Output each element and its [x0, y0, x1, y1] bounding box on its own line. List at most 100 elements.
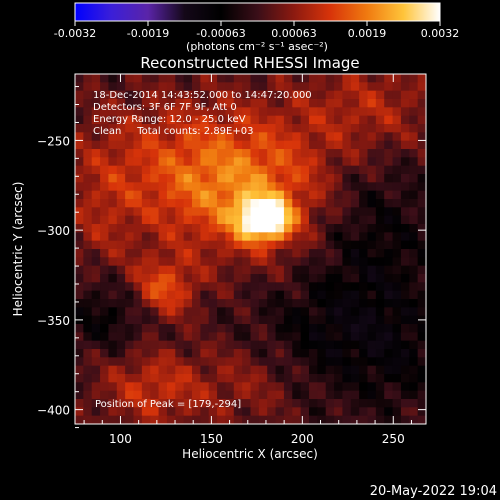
heatmap-cell	[384, 299, 394, 308]
heatmap-cell	[409, 407, 419, 417]
heatmap-cell	[175, 399, 185, 408]
heatmap-cell	[300, 307, 310, 317]
heatmap-cell	[317, 157, 327, 167]
heatmap-cell	[350, 182, 360, 192]
heatmap-cell	[350, 115, 360, 125]
heatmap-cell	[225, 374, 235, 383]
heatmap-cell	[242, 407, 252, 417]
heatmap-cell	[141, 224, 151, 233]
heatmap-cell	[375, 332, 385, 342]
heatmap-cell	[359, 207, 369, 217]
heatmap-cell	[417, 382, 426, 392]
heatmap-cell	[275, 140, 285, 150]
heatmap-cell	[342, 157, 352, 167]
heatmap-cell	[384, 215, 394, 225]
heatmap-cell	[192, 257, 201, 267]
heatmap-cell	[417, 407, 426, 417]
heatmap-cell	[108, 282, 118, 292]
heatmap-cell	[300, 390, 310, 400]
plot-frame	[74, 73, 427, 425]
heatmap-cell	[217, 149, 227, 158]
heatmap-cell	[250, 107, 260, 117]
heatmap-cell	[292, 74, 302, 83]
heatmap-cell	[150, 165, 160, 175]
heatmap-cell	[108, 232, 118, 242]
heatmap-cell	[367, 340, 377, 350]
heatmap-cell	[409, 174, 419, 183]
heatmap-cell	[300, 257, 310, 267]
heatmap-cell	[83, 399, 93, 408]
heatmap-cell	[400, 74, 410, 83]
heatmap-cell	[225, 182, 235, 192]
heatmap-cell	[384, 232, 394, 242]
heatmap-cell	[400, 174, 410, 183]
heatmap-cell	[233, 99, 243, 108]
heatmap-cell	[392, 224, 402, 233]
heatmap-cell	[75, 182, 84, 192]
heatmap-cell	[359, 182, 369, 192]
heatmap-cell	[384, 115, 394, 125]
heatmap-cell	[108, 249, 118, 258]
heatmap-cell	[75, 407, 84, 417]
heatmap-cell	[242, 374, 252, 383]
heatmap-cell	[100, 390, 110, 400]
heatmap-cell	[100, 324, 110, 333]
heatmap-cell	[100, 299, 110, 308]
heatmap-cell	[350, 290, 360, 300]
heatmap-cell	[267, 149, 277, 158]
heatmap-cell	[384, 382, 394, 392]
heatmap-cell	[400, 265, 410, 275]
heatmap-cell	[325, 399, 335, 408]
heatmap-cell	[392, 115, 402, 125]
heatmap-cell	[300, 132, 310, 142]
heatmap-cell	[242, 340, 252, 350]
heatmap-cell	[334, 232, 344, 242]
heatmap-cell	[91, 174, 101, 183]
heatmap-cell	[250, 299, 260, 308]
heatmap-cell	[192, 282, 201, 292]
heatmap-cell	[283, 140, 293, 150]
heatmap-cell	[342, 199, 352, 208]
heatmap-cell	[225, 249, 235, 258]
heatmap-cell	[183, 282, 193, 292]
heatmap-cell	[192, 390, 201, 400]
heatmap-cell	[283, 199, 293, 208]
heatmap-cell	[400, 299, 410, 308]
heatmap-cell	[75, 249, 84, 258]
heatmap-cell	[292, 382, 302, 392]
heatmap-cell	[250, 315, 260, 325]
heatmap-cell	[192, 157, 201, 167]
heatmap-cell	[108, 399, 118, 408]
heatmap-cell	[359, 74, 369, 83]
heatmap-cell	[409, 240, 419, 250]
heatmap-cell	[158, 299, 168, 308]
heatmap-cell	[250, 324, 260, 333]
heatmap-cell	[250, 374, 260, 383]
heatmap-cell	[400, 307, 410, 317]
heatmap-cell	[166, 390, 176, 400]
heatmap-cell	[392, 407, 402, 417]
heatmap-cell	[300, 149, 310, 158]
heatmap-cell	[116, 265, 126, 275]
heatmap-cell	[258, 340, 268, 350]
heatmap-cell	[359, 282, 369, 292]
heatmap-cell	[325, 74, 335, 83]
heatmap-cell	[116, 399, 126, 408]
heatmap-cell	[400, 240, 410, 250]
heatmap-cell	[375, 299, 385, 308]
heatmap-cell	[166, 140, 176, 150]
heatmap-cell	[317, 107, 327, 117]
heatmap-cell	[225, 115, 235, 125]
heatmap-cell	[183, 190, 193, 200]
heatmap-cell	[233, 74, 243, 83]
heatmap-cell	[334, 115, 344, 125]
heatmap-cell	[91, 365, 101, 375]
heatmap-cell	[100, 257, 110, 267]
heatmap-cell	[283, 240, 293, 250]
heatmap-cell	[150, 365, 160, 375]
heatmap-cell	[367, 332, 377, 342]
heatmap-cell	[91, 390, 101, 400]
heatmap-cell	[375, 282, 385, 292]
heatmap-cell	[192, 207, 201, 217]
heatmap-cell	[384, 199, 394, 208]
